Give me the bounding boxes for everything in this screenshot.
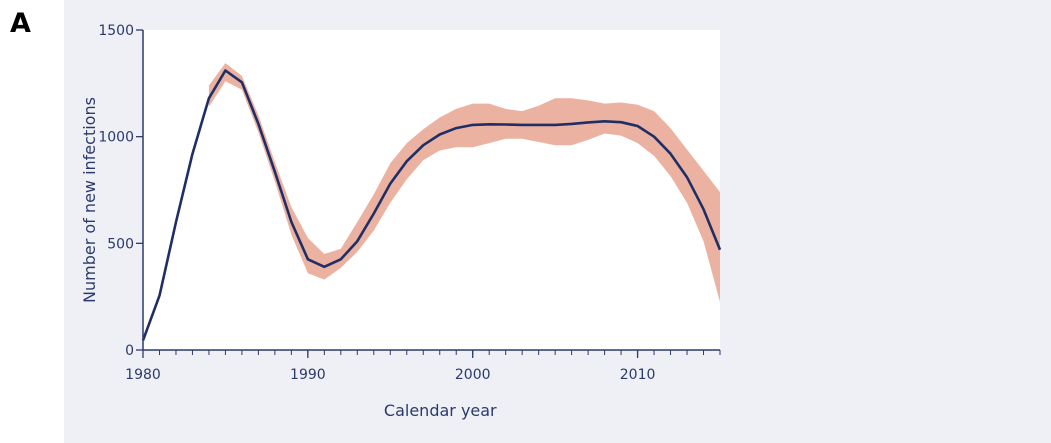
series-line: [141, 69, 722, 341]
x-tick-label: 2010: [620, 367, 656, 383]
x-major-ticks: 1980 1990 2000 2010: [125, 350, 655, 383]
x-tick-label: 2000: [455, 367, 491, 383]
y-tick-label: 1500: [98, 23, 134, 39]
y-tick-label: 0: [125, 343, 134, 359]
y-tick-label: 500: [107, 236, 134, 252]
y-ticks: 0 500 1000 1500: [98, 23, 143, 359]
y-tick-label: 1000: [98, 130, 134, 146]
x-axis-title: Calendar year: [384, 401, 497, 420]
panel-label: A: [10, 8, 31, 39]
x-tick-label: 1990: [290, 367, 326, 383]
x-tick-label: 1980: [125, 367, 161, 383]
y-axis-title: Number of new infections: [80, 97, 99, 303]
